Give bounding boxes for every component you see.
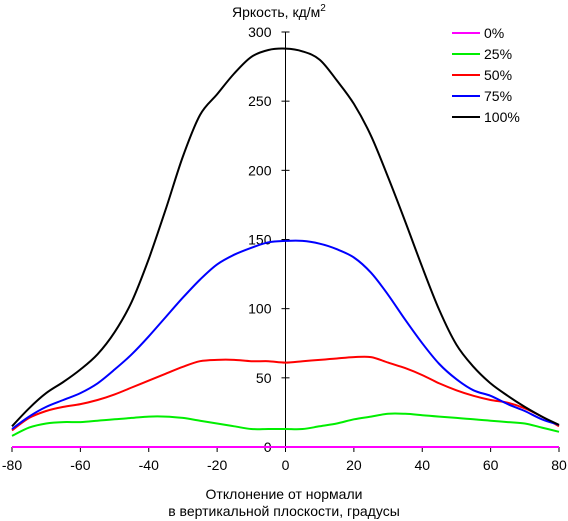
x-tick-label: 20 — [346, 457, 362, 473]
legend-label: 25% — [484, 46, 512, 62]
legend: 0% 25% 50% 75% 100% — [452, 25, 520, 125]
x-tick-label: -60 — [70, 457, 90, 473]
x-tick-label: 80 — [551, 457, 567, 473]
y-tick-label: 200 — [248, 162, 272, 178]
x-tick-label: -80 — [2, 457, 22, 473]
series-line-75pct — [11, 239, 560, 430]
legend-label: 100% — [484, 109, 520, 125]
series-lines — [11, 47, 560, 448]
y-tick-label: 50 — [256, 370, 272, 386]
x-axis-title-line1: Отклонение от нормали — [206, 486, 363, 502]
y-tick-label: 100 — [248, 301, 272, 317]
x-tick-label: 60 — [483, 457, 499, 473]
y-axis-title: Яркость, кд/м2 — [232, 3, 326, 20]
x-tick-label: -40 — [139, 457, 159, 473]
x-tick-labels: -80 -60 -40 -20 0 20 40 60 80 — [2, 447, 567, 473]
legend-label: 0% — [484, 25, 504, 41]
x-axis-title-line2: в вертикальной плоскости, градусы — [168, 503, 400, 519]
x-tick-label: -20 — [207, 457, 227, 473]
x-tick-label: 0 — [282, 457, 290, 473]
series-line-25pct — [11, 412, 560, 437]
x-tick-label: 40 — [414, 457, 430, 473]
legend-label: 75% — [484, 88, 512, 104]
series-line-100pct — [11, 47, 560, 427]
y-tick-label: 250 — [248, 93, 272, 109]
y-tick-label: 300 — [248, 24, 272, 40]
legend-label: 50% — [484, 67, 512, 83]
series-line-50pct — [11, 355, 560, 432]
